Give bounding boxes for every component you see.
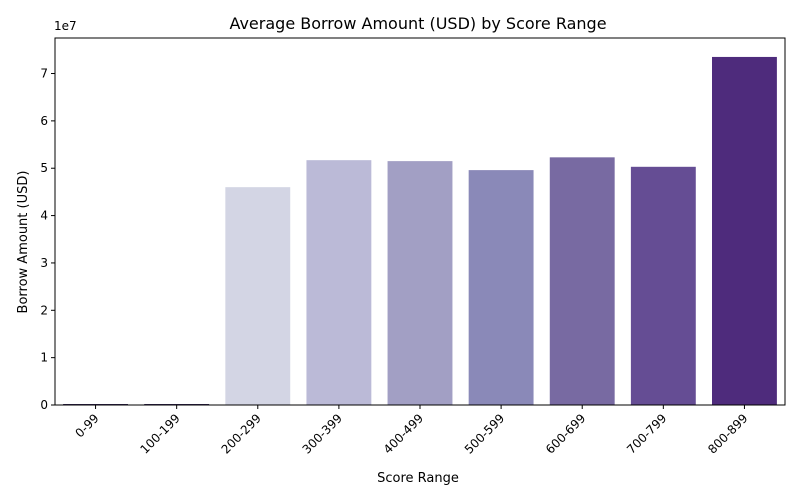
x-tick-label: 700-799 <box>624 411 669 456</box>
y-tick-label: 4 <box>40 209 48 223</box>
x-axis-ticks: 0-99 100-199 200-299 300-399 400-499 500-599 6… <box>73 405 751 457</box>
y-tick-label: 1 <box>40 351 48 365</box>
x-axis-title: Score Range <box>377 471 459 486</box>
bar-200-299 <box>225 187 291 405</box>
bar-600-699 <box>549 157 615 405</box>
chart-title: Average Borrow Amount (USD) by Score Ran… <box>229 14 606 33</box>
y-axis-ticks: 0 1 2 3 4 5 6 7 <box>40 67 55 412</box>
bar-700-799 <box>630 166 696 405</box>
bars-group <box>63 56 777 406</box>
y-tick-label: 2 <box>40 303 48 317</box>
x-tick-label: 600-699 <box>543 411 588 456</box>
x-tick-label: 100-199 <box>137 411 182 456</box>
y-tick-label: 5 <box>40 161 48 175</box>
x-tick-label: 300-399 <box>300 411 345 456</box>
y-axis-title: Borrow Amount (USD) <box>16 171 31 314</box>
bar-400-499 <box>387 161 453 405</box>
y-tick-label: 3 <box>40 256 48 270</box>
y-axis-offset-label: 1e7 <box>54 19 77 33</box>
x-tick-label: 800-899 <box>705 411 750 456</box>
plot-frame <box>54 37 786 406</box>
x-tick-label: 0-99 <box>73 411 102 440</box>
x-tick-label: 200-299 <box>219 411 264 456</box>
bar-300-399 <box>306 160 372 405</box>
y-tick-label: 6 <box>40 114 48 128</box>
bar-800-899 <box>712 56 777 406</box>
y-tick-label: 0 <box>40 398 48 412</box>
x-tick-label: 500-599 <box>462 411 507 456</box>
y-tick-label: 7 <box>40 67 48 81</box>
x-tick-label: 400-499 <box>381 411 426 456</box>
bar-500-599 <box>468 170 534 405</box>
